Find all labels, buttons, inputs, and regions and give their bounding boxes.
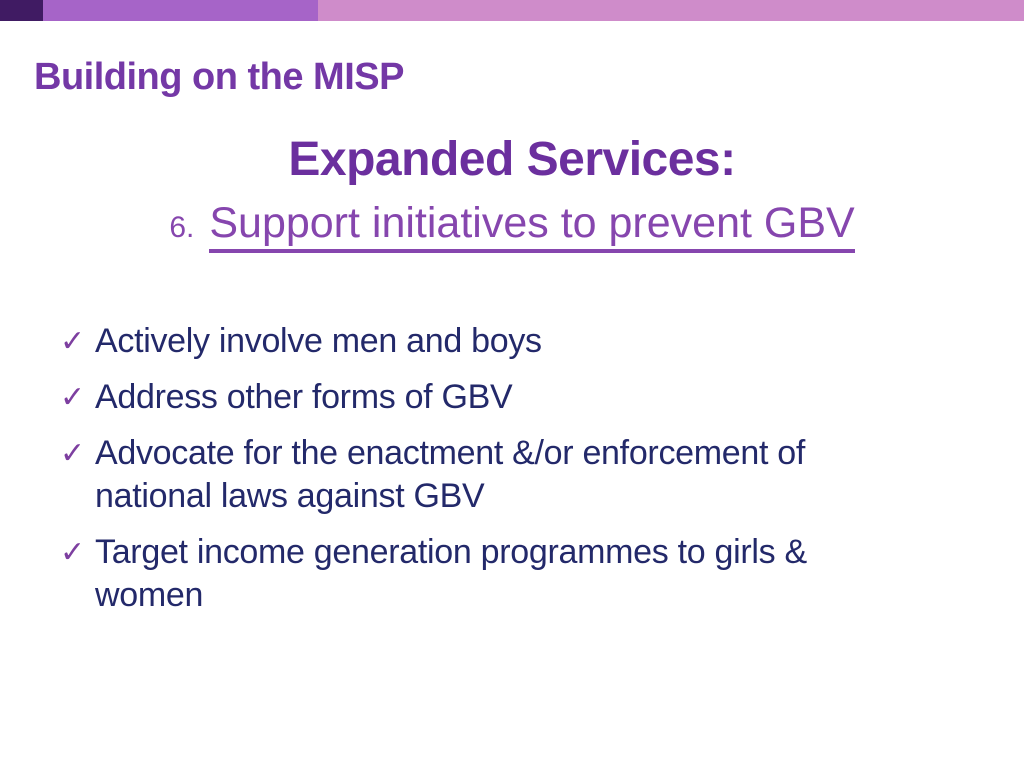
slide-title: Building on the MISP [34, 56, 404, 98]
subheading-numbered-item: 6. Support initiatives to prevent GBV [0, 199, 1024, 254]
bullet-text: Actively involve men and boys [95, 322, 542, 360]
list-item: ✓ Advocate for the enactment &/or enforc… [60, 432, 940, 518]
accent-bar-dark-segment [0, 0, 43, 21]
checkmark-icon: ✓ [60, 536, 85, 569]
bullet-text: Target income generation programmes to g… [95, 533, 807, 614]
checkmark-icon: ✓ [60, 325, 85, 358]
subheading-number: 6. [169, 211, 195, 244]
top-accent-bar [0, 0, 1024, 21]
checkmark-icon: ✓ [60, 437, 85, 470]
list-item: ✓ Address other forms of GBV [60, 376, 940, 419]
list-item: ✓ Target income generation programmes to… [60, 531, 940, 617]
subheading-text: Support initiatives to prevent GBV [209, 200, 855, 254]
accent-bar-medium-segment [43, 0, 318, 21]
bullet-list: ✓ Actively involve men and boys ✓ Addres… [60, 320, 940, 630]
heading-expanded-services: Expanded Services: [288, 133, 736, 186]
bullet-text: Advocate for the enactment &/or enforcem… [95, 434, 806, 515]
list-item: ✓ Actively involve men and boys [60, 320, 940, 363]
accent-bar-light-segment [318, 0, 1024, 21]
bullet-text: Address other forms of GBV [95, 378, 513, 416]
checkmark-icon: ✓ [60, 381, 85, 414]
